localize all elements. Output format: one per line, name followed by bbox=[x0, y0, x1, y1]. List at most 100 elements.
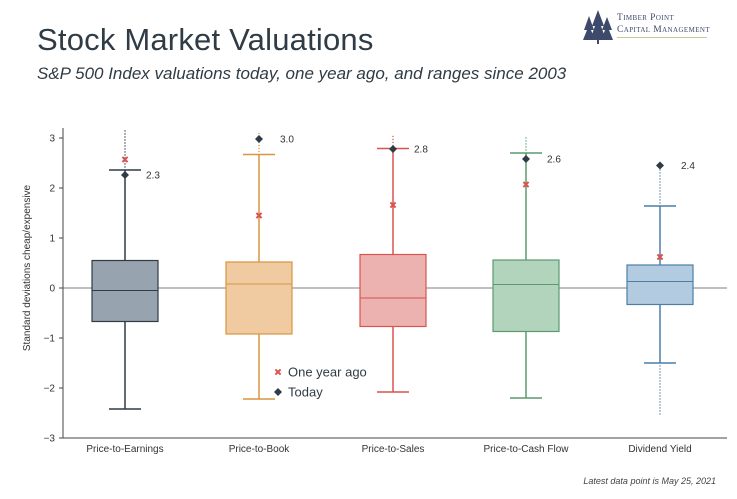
outlier-point bbox=[659, 395, 661, 397]
today-data-label: 2.6 bbox=[547, 155, 561, 166]
x-tick-label: Price-to-Cash Flow bbox=[483, 444, 569, 455]
x-tick-label: Dividend Yield bbox=[628, 444, 691, 455]
box-group-price-to-sales: 2.8 Price-to-Sales bbox=[359, 135, 428, 455]
legend-today-label: Today bbox=[288, 385, 323, 400]
outlier-point bbox=[659, 368, 661, 370]
one-year-ago-marker bbox=[656, 253, 664, 261]
outlier-point bbox=[659, 190, 661, 192]
today-marker bbox=[255, 135, 263, 143]
outlier-point bbox=[659, 401, 661, 403]
one-year-ago-marker bbox=[255, 212, 263, 219]
outlier-point bbox=[525, 149, 527, 151]
box-group-price-to-book: 3.0 Price-to-Book bbox=[225, 132, 294, 455]
outlier-point bbox=[124, 136, 126, 138]
outlier-point bbox=[659, 386, 661, 388]
outlier-point bbox=[124, 166, 126, 168]
y-tick-label: 0 bbox=[49, 284, 55, 295]
y-tick-label: 3 bbox=[49, 134, 55, 145]
x-tick-label: Price-to-Earnings bbox=[86, 444, 163, 455]
x-tick-label: Price-to-Sales bbox=[362, 444, 425, 455]
outlier-point bbox=[392, 135, 394, 138]
outlier-point bbox=[659, 365, 661, 367]
box-group-price-to-earnings: 2.3 Price-to-Earnings bbox=[86, 130, 164, 455]
outlier-point bbox=[659, 196, 661, 198]
y-tick-label: −3 bbox=[44, 434, 56, 445]
outlier-point bbox=[258, 147, 260, 150]
outlier-point bbox=[659, 374, 661, 376]
outlier-point bbox=[525, 137, 527, 139]
outlier-point bbox=[659, 199, 661, 201]
outlier-point bbox=[659, 169, 661, 171]
outlier-point bbox=[659, 181, 661, 183]
outlier-point bbox=[659, 202, 661, 204]
outlier-point bbox=[659, 413, 661, 415]
outlier-point bbox=[659, 193, 661, 195]
outlier-point bbox=[124, 154, 126, 156]
outlier-point bbox=[258, 132, 260, 135]
outlier-point bbox=[659, 380, 661, 382]
page-subtitle: S&P 500 Index valuations today, one year… bbox=[37, 64, 567, 83]
pine-trees-icon bbox=[583, 10, 613, 44]
one-year-ago-marker bbox=[121, 156, 129, 163]
today-data-label: 2.4 bbox=[681, 161, 695, 172]
outlier-point bbox=[392, 141, 394, 144]
outlier-point bbox=[659, 178, 661, 180]
outlier-point bbox=[124, 148, 126, 150]
today-marker bbox=[121, 171, 129, 179]
logo-line-2: Capital Management bbox=[617, 25, 711, 35]
outlier-point bbox=[659, 187, 661, 189]
today-data-label: 2.8 bbox=[414, 145, 428, 156]
box-group-price-to-cash-flow: 2.6 Price-to-Cash Flow bbox=[483, 137, 569, 455]
today-data-label: 2.3 bbox=[146, 171, 160, 182]
logo-underline bbox=[617, 37, 707, 38]
outlier-point bbox=[659, 398, 661, 400]
legend-today-marker bbox=[274, 388, 282, 396]
outlier-point bbox=[124, 163, 126, 165]
outlier-point bbox=[124, 130, 126, 132]
y-axis-label: Standard deviations cheap/expensive bbox=[22, 184, 33, 351]
outlier-point bbox=[525, 143, 527, 145]
today-data-label: 3.0 bbox=[280, 135, 294, 146]
box bbox=[492, 259, 560, 333]
legend-one-year-ago-label: One year ago bbox=[288, 365, 367, 380]
outlier-point bbox=[659, 184, 661, 186]
y-tick-label: 2 bbox=[49, 184, 55, 195]
outlier-point bbox=[659, 172, 661, 174]
outlier-point bbox=[659, 389, 661, 391]
today-marker bbox=[656, 161, 664, 170]
outlier-point bbox=[124, 139, 126, 141]
outlier-point bbox=[659, 377, 661, 379]
outlier-point bbox=[124, 142, 126, 144]
outlier-point bbox=[659, 407, 661, 409]
one-year-ago-marker bbox=[389, 201, 397, 209]
box bbox=[359, 253, 427, 328]
today-marker bbox=[389, 145, 397, 153]
one-year-ago-marker bbox=[522, 181, 530, 188]
outlier-point bbox=[659, 175, 661, 177]
outlier-point bbox=[124, 151, 126, 153]
outlier-point bbox=[124, 145, 126, 147]
logo-text: Timber Point Capital Management bbox=[617, 12, 710, 36]
outlier-point bbox=[659, 383, 661, 385]
page-title: Stock Market Valuations bbox=[37, 22, 374, 57]
footnote: Latest data point is May 25, 2021 bbox=[583, 476, 716, 486]
outlier-point bbox=[392, 138, 394, 141]
outlier-point bbox=[525, 140, 527, 142]
outlier-point bbox=[258, 150, 260, 153]
x-tick-label: Price-to-Book bbox=[229, 444, 291, 455]
outlier-point bbox=[659, 410, 661, 412]
logo-line-1: Timber Point bbox=[617, 13, 675, 23]
outlier-point bbox=[659, 371, 661, 373]
y-tick-label: −2 bbox=[44, 384, 56, 395]
outlier-point bbox=[659, 404, 661, 406]
today-marker bbox=[522, 155, 530, 163]
outlier-point bbox=[525, 146, 527, 148]
y-tick-label: −1 bbox=[44, 334, 56, 345]
box bbox=[626, 264, 694, 306]
outlier-point bbox=[659, 392, 661, 394]
legend-one-year-ago-marker bbox=[274, 368, 282, 376]
company-logo: Timber Point Capital Management bbox=[583, 10, 713, 44]
outlier-point bbox=[124, 133, 126, 135]
box-group-dividend-yield: 2.4 Dividend Yield bbox=[626, 161, 695, 455]
